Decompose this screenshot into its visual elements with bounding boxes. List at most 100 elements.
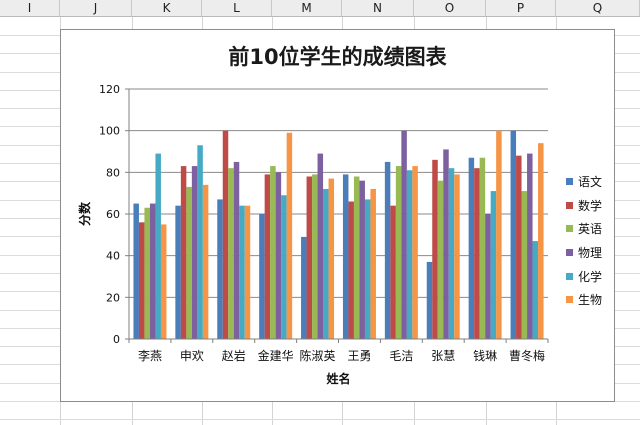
bar xyxy=(180,166,187,339)
x-tick-label: 王勇 xyxy=(347,349,371,363)
chart-object[interactable]: 前10位学生的成绩图表 0 20 40 60 80 100 120 李燕 申欢 赵岩 金建华 陈淑英王… xyxy=(60,29,615,402)
bar xyxy=(516,155,522,339)
bar xyxy=(222,130,229,339)
bar xyxy=(437,180,444,339)
bar xyxy=(328,178,335,339)
x-tick-label: 金建华 xyxy=(258,348,294,363)
bar xyxy=(259,214,265,339)
bar xyxy=(160,224,167,339)
bar xyxy=(306,176,313,339)
y-tick-label: 100 xyxy=(99,125,120,138)
column-header[interactable]: K xyxy=(132,0,202,17)
legend-entry: 英语 xyxy=(566,217,614,241)
column-header[interactable]: M xyxy=(272,0,342,17)
legend-swatch xyxy=(566,178,573,186)
x-tick-label: 赵岩 xyxy=(222,348,246,363)
bar xyxy=(342,174,349,339)
legend-label: 物理 xyxy=(578,246,603,261)
bar xyxy=(443,149,449,339)
bar xyxy=(239,205,245,339)
column-header[interactable]: L xyxy=(202,0,272,17)
legend-entry: 物理 xyxy=(566,241,614,265)
bar xyxy=(432,159,438,339)
plot-area: 0 20 40 60 80 100 120 李燕 申欢 赵岩 金建华 陈淑英 王勇 毛洁 张慧 钱琳 曹冬梅姓名… xyxy=(77,83,549,386)
legend-swatch xyxy=(566,225,573,233)
y-tick-label: 40 xyxy=(106,250,120,263)
bar xyxy=(323,189,329,339)
legend-entry: 化学 xyxy=(566,264,614,288)
bar xyxy=(149,203,156,339)
bar xyxy=(270,166,276,339)
bar xyxy=(474,168,480,339)
bar xyxy=(286,132,293,339)
y-axis-title: 分数 xyxy=(77,201,92,226)
bar xyxy=(233,161,240,339)
legend-entry: 生物 xyxy=(566,288,614,312)
x-tick-label: 申欢 xyxy=(180,348,204,363)
legend-label: 生物 xyxy=(578,293,603,308)
bar xyxy=(155,153,161,339)
column-header[interactable]: J xyxy=(60,0,132,17)
bar xyxy=(186,186,192,339)
bar xyxy=(532,241,539,339)
bar xyxy=(264,174,271,339)
bar xyxy=(496,130,502,339)
bar xyxy=(395,166,402,339)
bar xyxy=(370,189,376,339)
bar xyxy=(521,191,528,339)
bar xyxy=(133,203,139,339)
bar xyxy=(202,184,209,339)
bar xyxy=(312,174,318,339)
x-tick-label: 曹冬梅 xyxy=(509,348,545,363)
y-tick-label: 120 xyxy=(99,83,120,96)
y-tick-label: 80 xyxy=(106,166,120,179)
x-axis-title: 姓名 xyxy=(326,371,350,386)
bar xyxy=(479,157,486,339)
bar xyxy=(197,145,203,339)
column-header[interactable]: P xyxy=(486,0,556,17)
legend-label: 英语 xyxy=(578,222,603,237)
legend-label: 化学 xyxy=(578,269,603,284)
bar xyxy=(244,205,251,339)
column-header[interactable]: I xyxy=(0,0,60,17)
y-tick-label: 0 xyxy=(113,333,120,346)
bar xyxy=(317,153,324,339)
bar xyxy=(538,143,544,339)
bar xyxy=(485,214,491,339)
bar xyxy=(353,176,360,339)
legend-swatch xyxy=(566,201,573,209)
bar xyxy=(510,130,517,339)
column-header[interactable]: O xyxy=(414,0,486,17)
bar xyxy=(454,174,460,339)
bar xyxy=(406,170,413,339)
bar xyxy=(390,205,396,339)
row-gridline xyxy=(0,419,640,420)
bar xyxy=(468,157,475,339)
x-tick-label: 陈淑英 xyxy=(300,348,336,363)
bar xyxy=(281,195,287,339)
bar xyxy=(412,166,418,339)
bar xyxy=(359,180,365,339)
y-tick-label: 20 xyxy=(106,291,120,304)
legend-swatch xyxy=(566,249,573,257)
bar xyxy=(384,161,391,339)
bar xyxy=(401,130,407,339)
column-header[interactable]: N xyxy=(342,0,414,17)
bar xyxy=(364,199,371,339)
x-tick-label: 毛洁 xyxy=(389,349,413,363)
bar xyxy=(426,261,433,339)
column-header[interactable]: Q xyxy=(556,0,640,17)
x-tick-label: 张慧 xyxy=(431,348,455,363)
y-tick-label: 60 xyxy=(106,208,120,221)
x-tick-label: 李燕 xyxy=(138,348,162,363)
bar xyxy=(217,199,223,339)
legend-swatch xyxy=(566,296,573,304)
chart-legend: 语文 数学英语物理化学生物 xyxy=(566,170,614,312)
bar xyxy=(228,168,234,339)
bar xyxy=(275,172,282,339)
bar xyxy=(490,191,497,339)
legend-entry: 数学 xyxy=(566,194,614,218)
bar xyxy=(348,201,354,339)
bar xyxy=(448,168,455,339)
legend-entry: 语文 xyxy=(566,170,614,194)
